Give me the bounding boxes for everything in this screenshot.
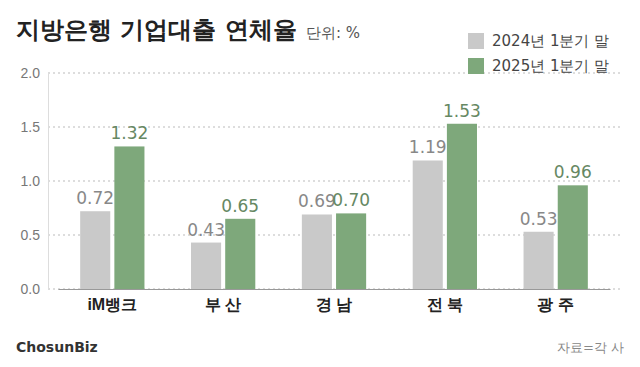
data-label: 0.53 bbox=[520, 209, 558, 229]
bar bbox=[558, 185, 588, 289]
x-tick: 경 남 bbox=[316, 289, 352, 313]
source: 자료=각 사 bbox=[557, 340, 624, 355]
bar bbox=[191, 243, 221, 289]
chart: 지방은행 기업대출 연체율 단위: % 0.0 0.5 1.0 1.5 2.0 0.72 0.4… bbox=[0, 0, 640, 367]
y-tick-label: 2.0 bbox=[21, 65, 41, 81]
legend: 2024년 1분기 말 2025년 1분기 말 bbox=[468, 32, 609, 75]
y-tick-label: 0.5 bbox=[21, 227, 41, 243]
data-label: 0.69 bbox=[298, 191, 336, 211]
legend-swatch bbox=[468, 33, 484, 49]
credit: ChosunBiz bbox=[16, 339, 98, 355]
bar bbox=[413, 160, 443, 289]
data-labels: 0.72 0.43 0.69 1.19 0.53 1.32 0.65 0.70 1.53 0.96 bbox=[76, 101, 591, 240]
grid bbox=[48, 73, 620, 289]
legend-label: 2024년 1분기 말 bbox=[492, 32, 609, 50]
bars bbox=[80, 124, 588, 289]
data-label: 0.43 bbox=[187, 220, 225, 240]
y-axis-line bbox=[48, 74, 49, 290]
x-tick-label: iM뱅크 bbox=[87, 296, 137, 313]
y-tick-label: 1.0 bbox=[21, 173, 41, 189]
bar bbox=[447, 124, 477, 289]
x-axis-line bbox=[59, 289, 611, 290]
bar bbox=[80, 211, 110, 289]
y-tick-label: 1.5 bbox=[21, 119, 41, 135]
x-tick-label: 전 북 bbox=[427, 296, 463, 313]
x-tick-label: 광 주 bbox=[537, 296, 573, 313]
y-tick: 0.5 bbox=[21, 227, 48, 243]
bar bbox=[336, 213, 366, 289]
y-tick: 0.0 bbox=[21, 281, 48, 297]
x-tick: 부 산 bbox=[205, 289, 241, 313]
subtitle: 단위: % bbox=[306, 24, 360, 42]
x-tick-label: 경 남 bbox=[316, 296, 352, 313]
data-label: 0.70 bbox=[332, 190, 370, 210]
x-tick-label: 부 산 bbox=[205, 296, 241, 313]
x-axis: iM뱅크 부 산 경 남 전 북 광 주 bbox=[59, 289, 611, 313]
bar bbox=[524, 232, 554, 289]
y-tick-label: 0.0 bbox=[21, 281, 41, 297]
x-tick: 광 주 bbox=[537, 289, 573, 313]
data-label: 0.65 bbox=[221, 196, 259, 216]
legend-swatch bbox=[468, 58, 484, 74]
data-label: 0.96 bbox=[554, 162, 592, 182]
data-label: 1.19 bbox=[409, 137, 447, 157]
legend-label: 2025년 1분기 말 bbox=[492, 57, 609, 75]
y-tick: 1.0 bbox=[21, 173, 48, 189]
title: 지방은행 기업대출 연체율 bbox=[16, 16, 297, 44]
bar bbox=[225, 219, 255, 289]
y-tick: 2.0 bbox=[21, 65, 48, 81]
data-label: 1.53 bbox=[443, 101, 481, 121]
bar bbox=[114, 146, 144, 289]
data-label: 1.32 bbox=[110, 123, 148, 143]
x-tick: iM뱅크 bbox=[87, 289, 137, 313]
y-tick: 1.5 bbox=[21, 119, 48, 135]
bar bbox=[302, 214, 332, 289]
y-axis: 0.0 0.5 1.0 1.5 2.0 bbox=[21, 65, 49, 297]
x-tick: 전 북 bbox=[427, 289, 463, 313]
data-label: 0.72 bbox=[76, 188, 114, 208]
